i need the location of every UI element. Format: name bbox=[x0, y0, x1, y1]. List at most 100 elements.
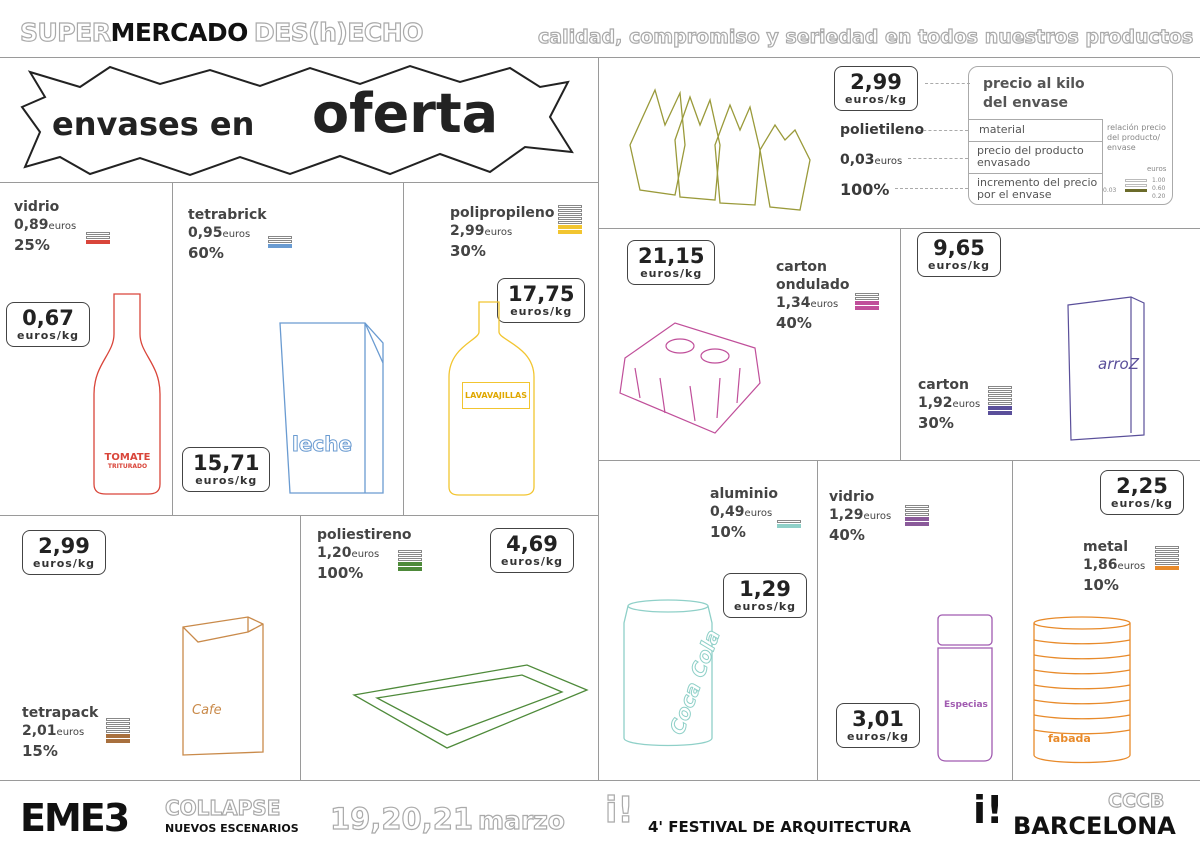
title-oferta: oferta bbox=[312, 82, 499, 145]
price: 1,29 bbox=[829, 507, 864, 523]
price-tag: 2,99 euros/kg bbox=[22, 530, 107, 575]
price-unit: euros/kg bbox=[510, 305, 573, 318]
legend-material: polietileno bbox=[840, 122, 925, 138]
price-unit: euros/kg bbox=[845, 93, 908, 106]
stack-icon bbox=[777, 520, 801, 529]
price-unit: euros bbox=[952, 399, 981, 410]
price-unit: euros bbox=[744, 508, 773, 519]
product-label: leche bbox=[291, 432, 353, 457]
product-label: arroZ bbox=[1098, 355, 1139, 373]
product-info-tetrabrick: tetrabrick 0,95euros 60% bbox=[188, 206, 267, 262]
product-info-vidrio-especias: vidrio 1,29euros 40% bbox=[829, 488, 891, 544]
legend-box-title: precio al kilo del envase bbox=[983, 76, 1085, 111]
divider bbox=[0, 57, 1200, 58]
cccb-text: CCCB bbox=[1107, 789, 1165, 812]
collapse-text: COLLAPSE bbox=[164, 795, 281, 820]
material: vidrio bbox=[14, 199, 60, 215]
divider bbox=[598, 460, 1200, 461]
eme3-logo: EME3 bbox=[20, 796, 130, 840]
percent: 30% bbox=[918, 414, 954, 432]
material: poliestireno bbox=[317, 527, 412, 543]
divider bbox=[817, 460, 818, 780]
percent: 100% bbox=[317, 564, 364, 582]
legend-scale-unit: euros bbox=[1147, 165, 1167, 173]
product-info-aluminio: aluminio 0,49euros 10% bbox=[710, 485, 778, 541]
product-info-poliestireno: poliestireno 1,20euros 100% bbox=[317, 526, 412, 582]
product-info-vidrio: vidrio 0,89euros 25% bbox=[14, 198, 76, 254]
percent: 10% bbox=[1083, 576, 1119, 594]
price-unit: euros/kg bbox=[734, 600, 797, 613]
scale-3: 0.20 bbox=[1152, 193, 1166, 200]
price: 0,95 bbox=[188, 225, 223, 241]
soda-can-illustration bbox=[623, 599, 713, 747]
price-unit: euros/kg bbox=[195, 474, 258, 487]
price-per-kg: 3,01 bbox=[852, 707, 904, 731]
material: carton ondulado bbox=[776, 259, 850, 293]
divider bbox=[172, 182, 173, 515]
product-info-metal: metal 1,86euros 10% bbox=[1083, 538, 1145, 594]
legend-price-value: 0,03 bbox=[840, 152, 875, 168]
price-per-kg: 4,69 bbox=[506, 532, 558, 556]
material: tetrabrick bbox=[188, 207, 267, 223]
leader-line bbox=[895, 188, 968, 189]
price-unit: euros bbox=[222, 229, 251, 240]
percent: 60% bbox=[188, 244, 224, 262]
festival-month: marzo bbox=[477, 805, 565, 835]
brand-super: SUPER bbox=[19, 17, 111, 47]
stack-icon bbox=[855, 293, 879, 311]
price-per-kg: 9,65 bbox=[933, 236, 985, 260]
price-unit: euros bbox=[810, 299, 839, 310]
price-per-kg: 2,99 bbox=[38, 534, 90, 558]
brand-mercado: MERCADO bbox=[110, 18, 248, 47]
legend-scale: 1.00 0.60 0.20 bbox=[1152, 177, 1165, 201]
stack-icon bbox=[1155, 546, 1179, 571]
percent: 40% bbox=[829, 526, 865, 544]
price-unit: euros/kg bbox=[847, 730, 910, 743]
legend-price: 0,03euros bbox=[840, 152, 902, 168]
legend-rows: material precio del producto envasado in… bbox=[969, 119, 1103, 205]
divider bbox=[1012, 460, 1013, 780]
divider bbox=[598, 228, 1200, 229]
legend-row-price: precio del producto envasado bbox=[977, 144, 1084, 169]
divider bbox=[403, 182, 404, 515]
price-tag: 0,67 euros/kg bbox=[6, 302, 91, 347]
material: metal bbox=[1083, 539, 1129, 555]
product-info-polipropileno: polipropileno 2,99euros 30% bbox=[450, 204, 554, 260]
divider bbox=[300, 515, 301, 780]
stack-icon bbox=[268, 236, 292, 249]
scale-2: 0.60 bbox=[1152, 185, 1166, 192]
stack-icon bbox=[86, 232, 110, 245]
price-unit: euros bbox=[56, 727, 85, 738]
legend-price-unit: euros bbox=[874, 156, 903, 167]
price-tag: 17,75 euros/kg bbox=[497, 278, 586, 323]
milk-carton-illustration bbox=[279, 322, 384, 494]
leader-line bbox=[918, 130, 968, 131]
material: tetrapack bbox=[22, 705, 99, 721]
price: 2,99 bbox=[450, 223, 485, 239]
tomato-bottle-illustration bbox=[93, 293, 161, 495]
price-unit: euros bbox=[863, 511, 892, 522]
product-info-carton: carton 1,92euros 30% bbox=[918, 376, 980, 432]
material: aluminio bbox=[710, 486, 778, 502]
percent: 15% bbox=[22, 742, 58, 760]
price-tag: 4,69 euros/kg bbox=[490, 528, 575, 573]
scale-1: 1.00 bbox=[1152, 177, 1166, 184]
price-tag: 3,01 euros/kg bbox=[836, 703, 921, 748]
product-label: TOMATE TRITURADO bbox=[100, 452, 155, 470]
stack-icon bbox=[398, 550, 422, 572]
rice-box-illustration bbox=[1067, 296, 1145, 441]
price-tag: 1,29 euros/kg bbox=[723, 573, 808, 618]
price: 1,20 bbox=[317, 545, 352, 561]
divider bbox=[969, 141, 1103, 142]
price-per-kg: 1,29 bbox=[739, 577, 791, 601]
legend-box: precio al kilo del envase material preci… bbox=[968, 66, 1173, 205]
legend-row-increment: incremento del precio por el envase bbox=[977, 176, 1098, 201]
percent: 40% bbox=[776, 314, 812, 332]
price-unit: euros bbox=[484, 227, 513, 238]
coffee-pack-illustration bbox=[182, 616, 264, 756]
label: TOMATE bbox=[104, 452, 151, 463]
title-envases: envases en bbox=[52, 105, 255, 143]
price: 0,49 bbox=[710, 504, 745, 520]
detergent-bottle-illustration bbox=[448, 301, 535, 496]
price-unit: euros bbox=[48, 221, 77, 232]
